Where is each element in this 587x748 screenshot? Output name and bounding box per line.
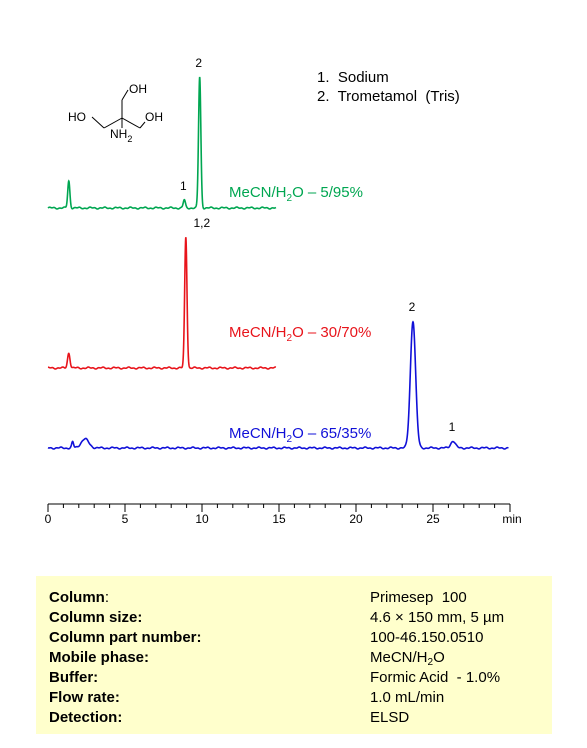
info-key: Column:: [49, 589, 370, 606]
method-info-box: Column: Primesep 100 Column size: 4.6 × 150…: [36, 576, 552, 734]
info-key-text: Column: [49, 588, 105, 606]
struct-label-oh-right: OH: [145, 110, 163, 124]
structure-labels: OH HO OH NH2: [68, 82, 163, 144]
legend-item: 2. Trometamol (Tris): [317, 87, 460, 106]
info-key-text: Buffer:: [49, 668, 99, 686]
info-value-text: ELSD: [370, 708, 410, 726]
info-value-text: Primesep 100: [370, 588, 467, 606]
struct-label-oh-top: OH: [129, 82, 147, 96]
info-value: 1.0 mL/min: [370, 689, 540, 706]
info-key-text: Mobile phase:: [49, 648, 150, 666]
x-tick-label: 10: [195, 512, 209, 526]
bond: [103, 117, 123, 129]
info-key: Flow rate:: [49, 689, 370, 706]
info-value: 100-46.150.0510: [370, 629, 540, 646]
info-row: Column part number: 100-46.150.0510: [49, 627, 540, 647]
info-key: Detection:: [49, 709, 370, 726]
trace-label-sub: 2: [287, 193, 293, 204]
info-key: Mobile phase:: [49, 649, 370, 666]
bond: [121, 89, 129, 101]
x-axis: 0 5 10 15 20 25 min: [45, 503, 522, 526]
x-tick-label: 15: [272, 512, 286, 526]
legend-item: 1. Sodium: [317, 68, 460, 87]
trace-label-pre: MeCN/H: [229, 425, 287, 442]
struct-label-nh2: NH2: [110, 127, 132, 144]
info-value: ELSD: [370, 709, 540, 726]
info-row: Flow rate: 1.0 mL/min: [49, 687, 540, 707]
info-value-text: 100-46.150.0510: [370, 628, 484, 646]
peak-legend: 1. Sodium 2. Trometamol (Tris): [317, 68, 460, 106]
peak-label: 1: [180, 179, 187, 193]
trace-label: MeCN/H2O – 65/35%: [229, 425, 371, 445]
info-key: Column size:: [49, 609, 370, 626]
info-value: MeCN/H2O: [370, 648, 540, 668]
info-key-text: Detection:: [49, 708, 123, 726]
info-row: Column: Primesep 100: [49, 587, 540, 607]
info-key-text: Column part number:: [49, 628, 202, 646]
trace-label-post: O – 30/70%: [292, 324, 371, 341]
struct-label-nh: NH: [110, 127, 127, 141]
x-tick-label: 20: [349, 512, 363, 526]
info-key-text: Flow rate:: [49, 688, 120, 706]
peak-label: 2: [409, 300, 416, 314]
info-value: 4.6 × 150 mm, 5 µm: [370, 609, 540, 626]
info-key-text: Column size:: [49, 608, 143, 626]
info-value-sub: 2: [427, 656, 434, 668]
trace-line: [47, 76, 277, 210]
trace-line: [47, 320, 509, 450]
x-axis-unit: min: [502, 512, 521, 526]
info-row: Buffer: Formic Acid - 1.0%: [49, 667, 540, 687]
bond: [121, 117, 141, 129]
bond: [91, 116, 105, 129]
info-value-post: O: [433, 648, 445, 666]
trace-line: [47, 237, 277, 370]
info-value-text: Formic Acid - 1.0%: [370, 668, 501, 686]
info-value-text: MeCN/H: [370, 648, 428, 666]
peak-label: 1: [449, 420, 456, 434]
struct-label-ho-left: HO: [68, 110, 86, 124]
trace-label-pre: MeCN/H: [229, 184, 287, 201]
legend-item-tris: 2. Trometamol (Tris): [317, 88, 460, 105]
peak-label: 2: [195, 56, 202, 70]
tris-structure: [91, 89, 146, 129]
info-row: Detection: ELSD: [49, 707, 540, 727]
info-value-text: 1.0 mL/min: [370, 688, 445, 706]
info-key-suffix: :: [104, 588, 109, 606]
x-tick-label: 5: [122, 512, 129, 526]
x-tick-label: 25: [426, 512, 440, 526]
legend-item-sodium: 1. Sodium: [317, 69, 389, 86]
peak-label: 1,2: [193, 216, 210, 230]
trace-label-sub: 2: [287, 434, 293, 445]
trace-label-pre: MeCN/H: [229, 324, 287, 341]
info-row: Mobile phase: MeCN/H2O: [49, 647, 540, 668]
trace-label: MeCN/H2O – 30/70%: [229, 324, 371, 344]
trace-label-post: O – 5/95%: [292, 184, 363, 201]
info-row: Column size: 4.6 × 150 mm, 5 µm: [49, 607, 540, 627]
x-tick-label: 0: [45, 512, 52, 526]
info-value-text: 4.6 × 150 mm, 5 µm: [370, 608, 505, 626]
struct-label-sub: 2: [127, 134, 132, 144]
info-value: Primesep 100: [370, 589, 540, 606]
trace-label-post: O – 65/35%: [292, 425, 371, 442]
trace-label-sub: 2: [287, 333, 293, 344]
info-key: Column part number:: [49, 629, 370, 646]
trace-label: MeCN/H2O – 5/95%: [229, 184, 363, 204]
info-key: Buffer:: [49, 669, 370, 686]
bond: [139, 121, 146, 129]
info-value: Formic Acid - 1.0%: [370, 669, 540, 686]
